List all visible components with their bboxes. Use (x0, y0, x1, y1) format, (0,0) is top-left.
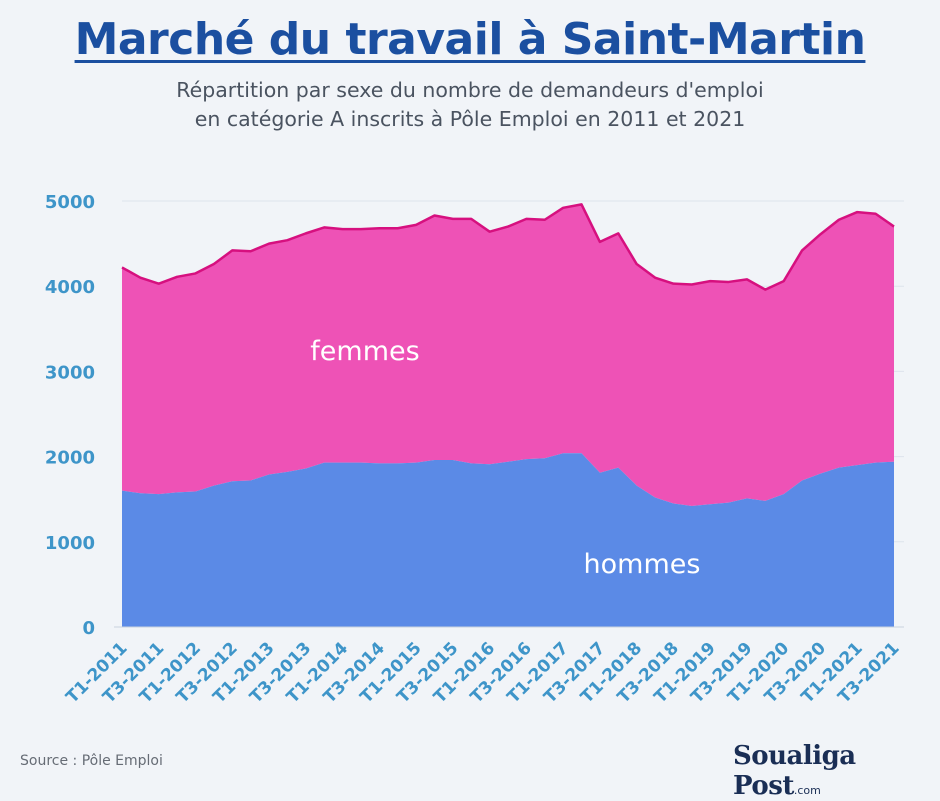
brand-logo: Soualiga Post.com (733, 741, 940, 801)
series-label-femmes: femmes (310, 336, 419, 367)
brand-suffix: .com (793, 784, 821, 797)
subtitle-line-1: Répartition par sexe du nombre de demand… (176, 78, 764, 102)
source-note: Source : Pôle Emploi (20, 753, 163, 769)
series-area-hommes (122, 453, 894, 627)
chart-title: Marché du travail à Saint-Martin (74, 14, 866, 65)
y-tick-label: 5000 (45, 192, 95, 213)
series-line-total (121, 203, 895, 291)
series-label-hommes: hommes (584, 549, 701, 580)
y-tick-label: 0 (82, 618, 95, 639)
y-tick-label: 4000 (45, 277, 95, 298)
chart-subtitle: Répartition par sexe du nombre de demand… (0, 76, 940, 134)
y-tick-label: 2000 (45, 448, 95, 469)
series-area-femmes (122, 204, 894, 507)
subtitle-line-2: en catégorie A inscrits à Pôle Emploi en… (194, 107, 746, 131)
y-tick-label: 3000 (45, 362, 95, 383)
y-tick-label: 1000 (45, 533, 95, 554)
